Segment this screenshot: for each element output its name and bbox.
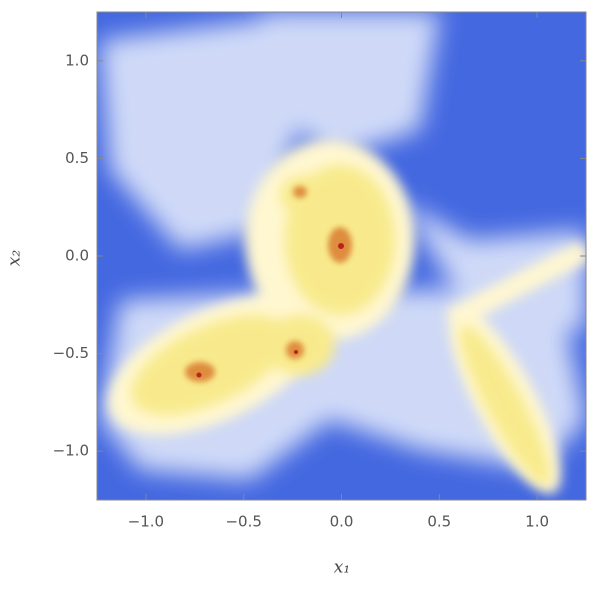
- y-tick-label: −0.5: [53, 344, 89, 362]
- x-tick-label: −0.5: [225, 513, 261, 531]
- x-tick-label: 1.0: [525, 513, 549, 531]
- x-tick-label: −1.0: [128, 513, 164, 531]
- x-tick-label: 0.0: [330, 513, 354, 531]
- y-tick-label: −1.0: [53, 442, 89, 460]
- y-tick-label: 0.0: [65, 247, 89, 265]
- y-tick-label: 1.0: [65, 51, 89, 69]
- density-image: [97, 12, 586, 500]
- x-tick-label: 0.5: [427, 513, 451, 531]
- y-axis-title: x₂: [5, 250, 25, 267]
- x-axis-title: x₁: [334, 558, 350, 578]
- y-tick-label: 0.5: [65, 149, 89, 167]
